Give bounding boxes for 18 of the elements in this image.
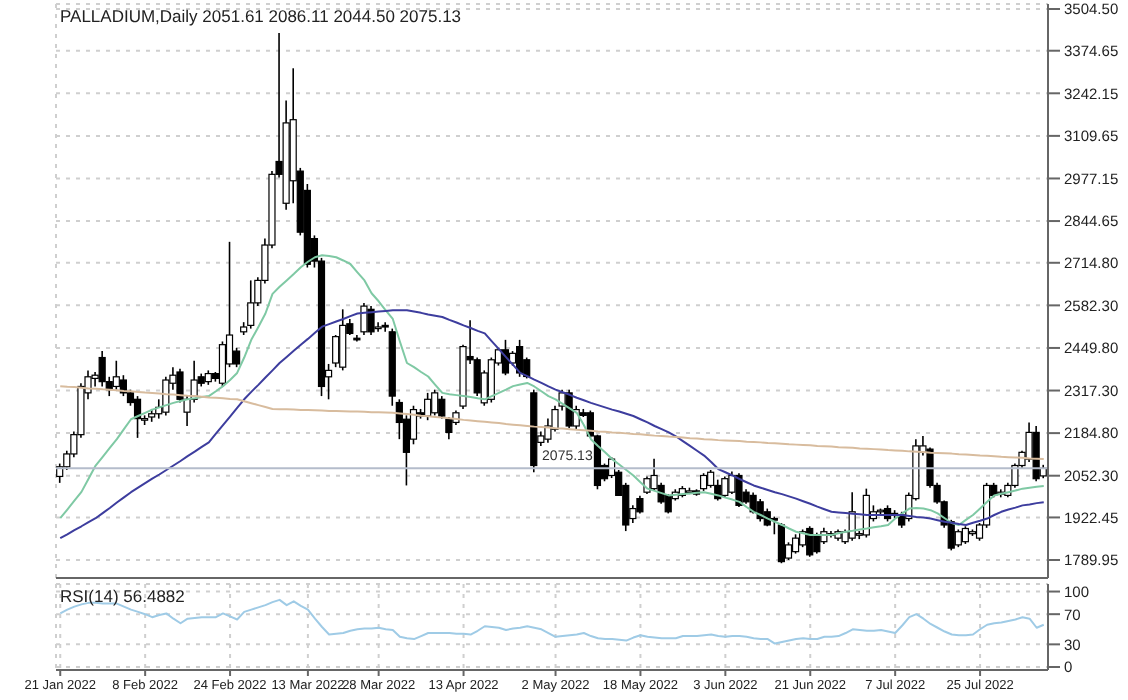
chart-title: PALLADIUM,Daily 2051.61 2086.11 2044.50 2075.13 <box>60 6 462 26</box>
candlestick <box>112 359 120 391</box>
candlestick <box>749 491 757 515</box>
candlestick <box>721 475 729 499</box>
candlestick <box>431 388 439 417</box>
candlestick <box>1032 425 1040 483</box>
candlestick <box>516 339 524 378</box>
line-series <box>59 309 1045 540</box>
candlestick <box>806 525 814 558</box>
candlestick <box>98 350 106 388</box>
candlestick <box>777 522 786 565</box>
chart-title: RSI(14) 56.4882 <box>60 586 185 606</box>
candlestick <box>339 308 347 372</box>
candlestick <box>360 302 368 336</box>
candlestick <box>791 533 800 555</box>
candlestick <box>487 356 495 404</box>
candlestick <box>247 279 255 330</box>
candlestick <box>367 305 375 336</box>
